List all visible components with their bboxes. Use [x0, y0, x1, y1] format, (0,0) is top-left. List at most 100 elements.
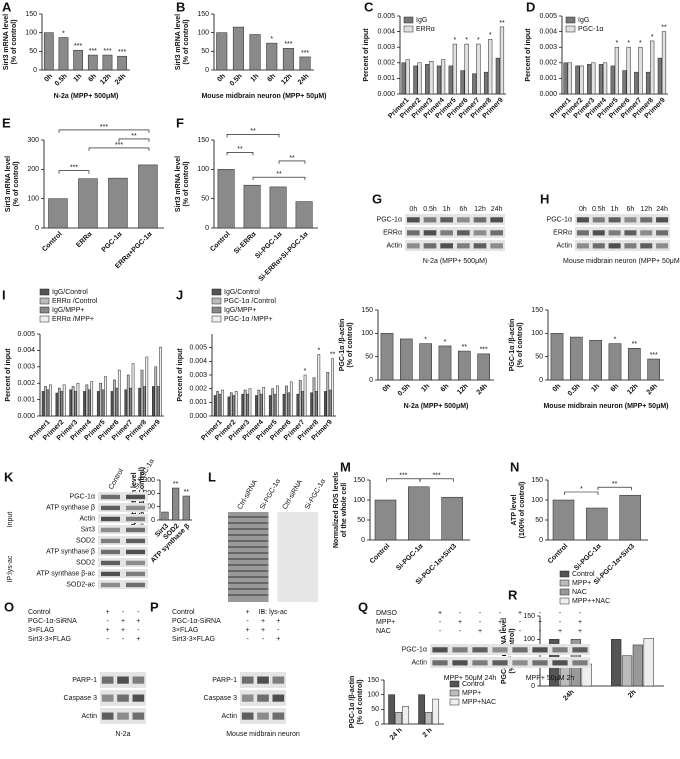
blot-caption: Mouse midbrain neuron (MPP+ 50μM) [563, 258, 680, 265]
x-axis-label: N-2a (MPP+ 500μM) [404, 403, 469, 410]
significance: * [270, 36, 273, 43]
bar [159, 346, 162, 417]
legend-label: PGC-1α [578, 26, 603, 33]
bar [425, 64, 430, 95]
blot-caption: N-2a (MPP+ 500μM) [423, 258, 488, 265]
bar [425, 712, 433, 725]
y-tick-label: 150 [531, 307, 543, 314]
bar [331, 358, 334, 417]
blot-strip [98, 558, 148, 567]
y-tick-label: 0 [369, 377, 373, 384]
group-label: IP:lys-ac [7, 555, 14, 582]
condition-mark: + [498, 619, 502, 626]
condition-mark: + [478, 628, 482, 635]
condition-mark: - [122, 609, 125, 616]
y-axis-label: (% of control) [517, 322, 524, 367]
significance: ** [237, 146, 243, 153]
x-tick-label: 0h [43, 73, 54, 84]
legend-swatch [211, 288, 222, 296]
legend-swatch [403, 25, 414, 33]
blot-band [126, 560, 145, 566]
condition-mark: + [578, 619, 582, 626]
bar [243, 184, 261, 229]
bar [586, 507, 608, 541]
blot-band [576, 217, 589, 223]
bar [622, 70, 627, 95]
y-axis-label: Sirt3 mRNA level [5, 156, 12, 212]
bar [255, 395, 258, 417]
x-tick-label: 0.5h [567, 383, 582, 398]
bar [282, 48, 294, 71]
bracket [564, 491, 599, 495]
significance: * [62, 30, 65, 37]
x-tick-label: Si-ERRα [233, 230, 258, 255]
blot-strip [98, 569, 148, 578]
condition-mark: + [276, 636, 280, 643]
bar [650, 40, 655, 95]
bar [402, 706, 410, 725]
blot-band [117, 694, 129, 702]
blot-band [101, 676, 114, 684]
blot-band [432, 647, 448, 653]
bar [232, 26, 244, 71]
significance: * [651, 34, 654, 41]
row-label: Actin [221, 713, 237, 720]
bar [295, 201, 313, 229]
legend-swatch [39, 288, 50, 296]
condition-label: 3×FLAG [172, 627, 198, 634]
blot-band [440, 243, 453, 249]
legend-label: MPP+NAC [462, 699, 496, 706]
y-tick-label: 0.003 [17, 364, 35, 371]
condition-mark: - [539, 628, 542, 635]
lane-label: 6h [627, 206, 635, 213]
panel-label: P [150, 599, 159, 614]
bar [241, 393, 245, 417]
legend-label: MPP++NAC [572, 598, 610, 605]
bar [248, 388, 252, 417]
blot-band [490, 217, 503, 223]
condition-mark: - [106, 636, 109, 643]
blot-band [126, 527, 145, 533]
legend-swatch [449, 698, 460, 706]
significance: ** [330, 351, 336, 358]
y-tick-label: 100 [27, 196, 39, 203]
x-tick-label: Control [41, 231, 64, 254]
y-axis-label: (% of control) [183, 161, 190, 206]
bar [41, 391, 45, 417]
x-tick-label: 24h [297, 73, 310, 86]
y-tick-label: 150 [25, 11, 37, 18]
row-label: Actin [386, 242, 402, 249]
blot-band [257, 694, 269, 702]
blot-band [473, 243, 487, 249]
bar [227, 396, 231, 417]
x-tick-label: Control [547, 543, 570, 566]
condition-mark: + [438, 610, 442, 617]
bar [610, 65, 615, 95]
bar [602, 62, 608, 95]
lane-label: Control [108, 467, 126, 490]
blot-caption: MPP+ 50μM 24h [444, 675, 497, 682]
blot-band [101, 516, 120, 522]
panel-label: O [4, 599, 14, 614]
bar [87, 54, 98, 71]
panel-label: G [372, 191, 382, 206]
bar [216, 391, 219, 417]
y-axis-label: Sirt3 mRNA level [175, 14, 182, 70]
condition-mark: + [538, 619, 542, 626]
blot-band [257, 712, 269, 720]
significance: ** [289, 155, 295, 162]
blot-strip [430, 657, 590, 668]
x-tick-label: 6h [266, 73, 277, 84]
bar [60, 391, 64, 417]
blot-band [272, 712, 285, 720]
significance: * [580, 486, 583, 493]
x-tick-label: 0h [552, 383, 563, 394]
bar [282, 393, 286, 417]
bar [271, 388, 275, 417]
condition-label: PGC-1α-SiRNA [28, 618, 77, 625]
bar [647, 358, 660, 381]
row-label: ATP synthase β [46, 504, 95, 511]
bar [563, 62, 568, 95]
bar [440, 59, 446, 95]
y-tick-label: 0.005 [17, 331, 35, 338]
